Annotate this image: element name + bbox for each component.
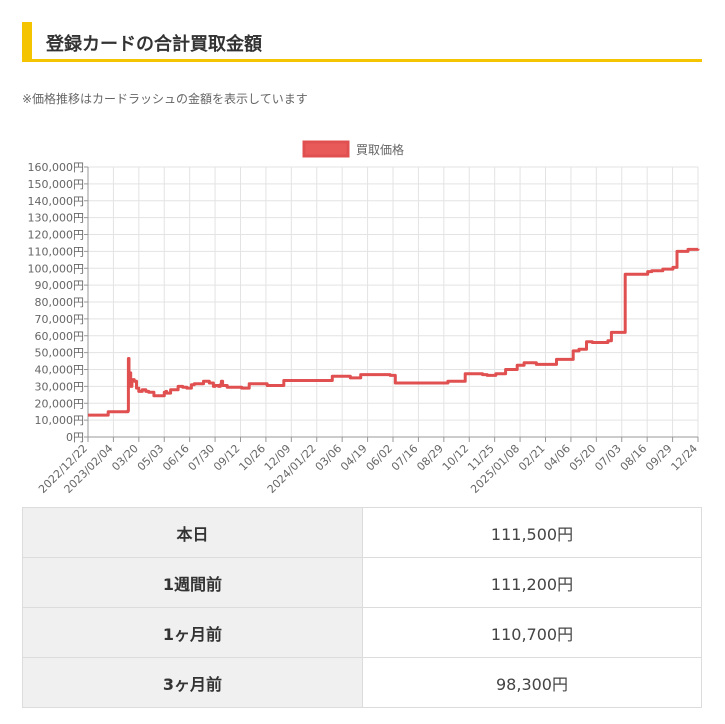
price-summary-table: 本日 111,500円 1週間前 111,200円 1ヶ月前 110,700円 … — [22, 507, 702, 708]
x-tick-label: 08/16 — [618, 442, 650, 474]
x-tick-label: 09/29 — [643, 442, 675, 474]
y-tick-label: 60,000円 — [35, 330, 85, 343]
x-tick-label: 07/03 — [592, 442, 624, 474]
y-tick-label: 50,000円 — [35, 347, 85, 360]
x-tick-label: 03/20 — [109, 442, 141, 474]
row-value-1month: 110,700円 — [362, 607, 702, 658]
x-tick-label: 09/12 — [211, 442, 243, 474]
x-tick-label: 10/26 — [236, 442, 268, 474]
x-tick-label: 04/06 — [541, 442, 573, 474]
y-tick-label: 100,000円 — [28, 262, 85, 275]
y-tick-label: 20,000円 — [35, 397, 85, 410]
chart-axes — [84, 166, 699, 442]
y-tick-label: 110,000円 — [28, 245, 85, 258]
row-label-1month: 1ヶ月前 — [22, 607, 363, 658]
x-tick-label: 08/29 — [414, 442, 446, 474]
row-value-3month: 98,300円 — [362, 657, 702, 708]
chart-legend: 買取価格 — [302, 140, 404, 158]
y-tick-label: 130,000円 — [28, 212, 85, 225]
series-line-kaitori — [88, 247, 700, 417]
x-tick-label: 05/03 — [135, 442, 167, 474]
chart-grid — [87, 166, 699, 438]
table-row: 3ヶ月前 98,300円 — [22, 657, 702, 708]
x-tick-label: 04/19 — [338, 442, 370, 474]
x-tick-label: 06/16 — [160, 442, 192, 474]
x-tick-label: 02/21 — [516, 442, 548, 474]
x-tick-label: 03/06 — [313, 442, 345, 474]
table-row: 1週間前 111,200円 — [22, 557, 702, 608]
row-value-1week: 111,200円 — [362, 557, 702, 608]
y-tick-label: 140,000円 — [28, 195, 85, 208]
y-tick-label: 160,000円 — [28, 161, 85, 174]
legend-swatch — [302, 140, 350, 158]
x-axis-labels: 2022/12/222023/02/0403/2005/0306/1607/30… — [36, 442, 700, 496]
row-label-today: 本日 — [22, 507, 363, 558]
y-tick-label: 40,000円 — [35, 364, 85, 377]
table-row: 1ヶ月前 110,700円 — [22, 607, 702, 658]
y-tick-label: 10,000円 — [35, 414, 85, 427]
y-tick-label: 120,000円 — [28, 229, 85, 242]
y-tick-label: 80,000円 — [35, 296, 85, 309]
y-axis-labels: 0円 10,000円 20,000円 30,000円 40,000円 50,000円 60,… — [28, 161, 85, 444]
row-label-3month: 3ヶ月前 — [22, 657, 363, 708]
x-tick-label: 06/02 — [364, 442, 396, 474]
y-tick-label: 70,000円 — [35, 313, 85, 326]
row-label-1week: 1週間前 — [22, 557, 363, 608]
x-tick-label: 07/30 — [186, 442, 218, 474]
x-tick-label: 10/12 — [440, 442, 472, 474]
price-history-chart: 買取価格 0円 10,000円 20,000円 30,000円 40,000円 50,00… — [28, 140, 700, 496]
legend-label: 買取価格 — [356, 142, 404, 157]
price-source-note: ※価格推移はカードラッシュの金額を表示しています — [22, 92, 308, 106]
y-tick-label: 150,000円 — [28, 178, 85, 191]
row-value-today: 111,500円 — [362, 507, 702, 558]
section-title: 登録カードの合計買取金額 — [46, 34, 262, 55]
y-tick-label: 30,000円 — [35, 380, 85, 393]
x-tick-label: 12/24 — [669, 442, 701, 474]
table-row: 本日 111,500円 — [22, 507, 702, 558]
y-tick-label: 90,000円 — [35, 279, 85, 292]
x-tick-label: 07/16 — [389, 442, 421, 474]
x-tick-label: 05/20 — [567, 442, 599, 474]
y-tick-label: 0円 — [66, 431, 84, 444]
section-heading: 登録カードの合計買取金額 — [22, 22, 702, 62]
